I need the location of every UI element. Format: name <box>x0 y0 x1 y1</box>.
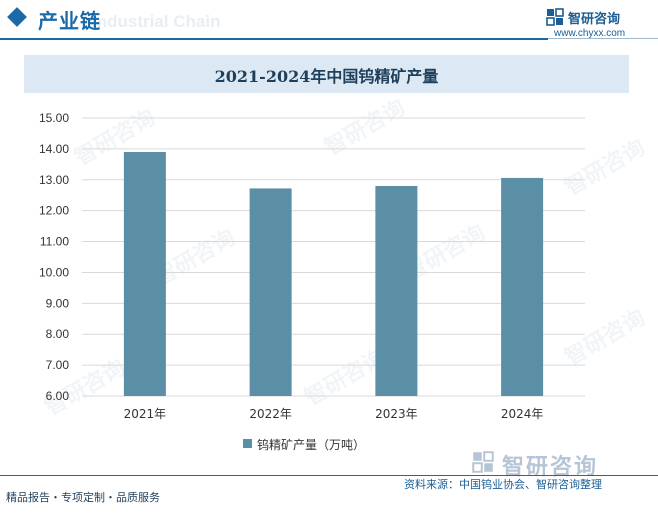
y-tick-label: 15.00 <box>39 111 69 125</box>
footer-brand-watermark: 智研咨询 <box>472 449 648 480</box>
bar <box>375 185 418 396</box>
chart-title: 2021-2024年中国钨精矿产量 <box>214 67 439 86</box>
y-tick-label: 14.00 <box>39 142 69 156</box>
brand-name: 智研咨询 <box>568 12 621 27</box>
x-tick-label: 2022年 <box>249 407 292 421</box>
bar <box>249 188 292 396</box>
header-divider <box>0 38 548 40</box>
legend-swatch <box>243 439 252 448</box>
footer-divider <box>0 475 658 476</box>
axis-labels: 6.00 7.00 8.00 9.00 10.00 11.00 12.00 13.00 14.0… <box>39 111 543 421</box>
x-tick-label: 2024年 <box>501 407 544 421</box>
section-title: 产业链 <box>38 9 101 33</box>
header-subtitle-watermark: Industrial Chain <box>92 12 221 31</box>
bar <box>123 151 166 396</box>
bar <box>501 177 544 396</box>
y-tick-label: 6.00 <box>46 389 70 403</box>
brand-logo-icon <box>546 8 564 26</box>
footer-tagline: 精品报告・专项定制・品质服务 <box>6 491 160 504</box>
data-source: 资料来源：中国钨业协会、智研咨询整理 <box>404 478 602 491</box>
bars <box>123 151 544 396</box>
x-tick-label: 2021年 <box>124 407 167 421</box>
legend-label: 钨精矿产量（万吨） <box>257 438 366 452</box>
y-tick-label: 10.00 <box>39 265 69 279</box>
brand-logo-icon <box>472 451 494 473</box>
x-tick-label: 2023年 <box>375 407 418 421</box>
y-tick-label: 9.00 <box>46 296 70 310</box>
y-tick-label: 13.00 <box>39 173 69 187</box>
brand-logo-block: 智研咨询 www.chyxx.com <box>546 6 646 40</box>
y-tick-label: 8.00 <box>46 327 70 341</box>
page-header: Industrial Chain 产业链 智研咨询 www.chyxx.com <box>0 0 658 44</box>
y-tick-label: 7.00 <box>46 358 70 372</box>
y-tick-label: 12.00 <box>39 204 69 218</box>
brand-url: www.chyxx.com <box>554 28 626 39</box>
y-tick-label: 11.00 <box>40 235 69 249</box>
chart-title-banner: 2021-2024年中国钨精矿产量 <box>24 55 629 93</box>
header-divider-thin <box>548 38 658 39</box>
